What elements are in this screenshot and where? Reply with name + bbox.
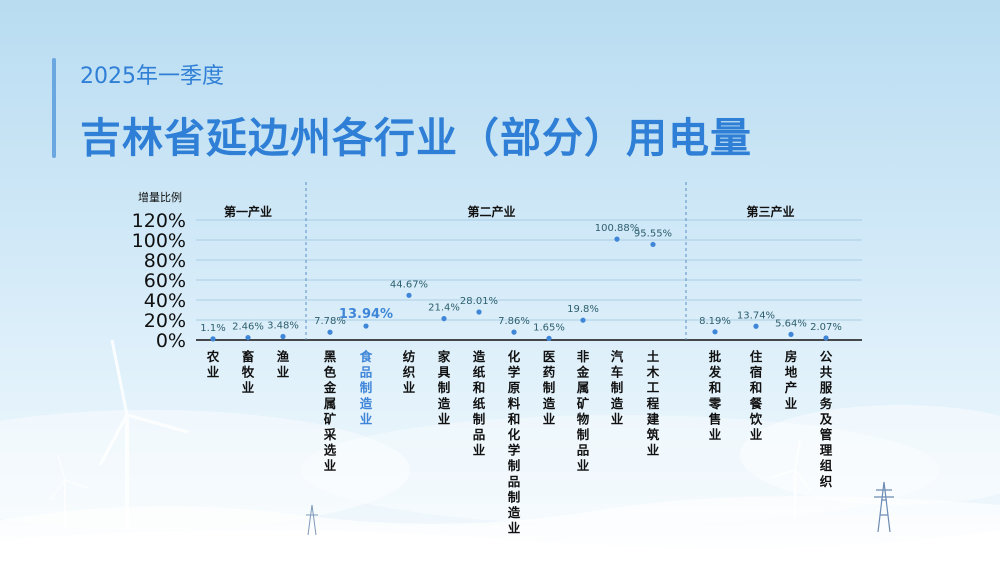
y-tick-label: 40% (144, 290, 186, 312)
data-label: 19.8% (567, 304, 599, 315)
x-tick-label: 渔业 (277, 349, 290, 380)
x-tick-label: 医药制造业 (543, 349, 556, 426)
data-point (476, 309, 482, 315)
y-tick-label: 20% (144, 310, 186, 332)
data-point (788, 331, 794, 337)
data-label: 2.46% (232, 322, 264, 333)
x-tick-label: 住宿和餐饮业 (749, 349, 763, 442)
data-point (327, 329, 333, 335)
x-tick-label: 造纸和纸制品业 (472, 349, 486, 458)
x-tick-label: 批发和零售业 (708, 349, 722, 442)
data-point (614, 236, 620, 242)
y-tick-label: 80% (144, 250, 186, 272)
data-point (245, 334, 251, 341)
wind-turbine-icon (98, 339, 189, 530)
data-point (546, 335, 552, 341)
x-tick-label: 家具制造业 (437, 349, 451, 426)
data-label: 13.94% (339, 307, 393, 322)
x-tick-label: 公共服务及管理组织 (820, 349, 833, 489)
x-tick-label: 房地产业 (785, 349, 798, 411)
x-tick-label: 黑色金属矿采选业 (323, 349, 337, 473)
y-tick-label: 0% (156, 330, 186, 352)
x-tick-label: 农业 (206, 349, 220, 380)
data-label: 44.67% (390, 279, 428, 290)
wind-turbine-icon (49, 454, 89, 528)
data-label: 1.65% (533, 322, 565, 333)
x-tick-label: 汽车制造业 (611, 349, 624, 426)
y-tick-label: 60% (144, 270, 186, 292)
x-tick-label: 化学原料和化学制品制造业 (507, 349, 521, 536)
group-label: 第三产业 (746, 204, 794, 219)
data-point (511, 329, 517, 335)
data-point (650, 241, 656, 248)
y-tick-label: 100% (132, 230, 186, 252)
data-point (823, 335, 829, 341)
data-point (753, 323, 759, 329)
pylon-icon (874, 481, 894, 533)
data-point (580, 317, 586, 323)
data-label: 95.55% (634, 228, 672, 239)
group-label: 第二产业 (467, 204, 515, 219)
x-tick-label: 土木工程建筑业 (646, 349, 660, 458)
data-label: 5.64% (775, 318, 807, 329)
data-point (712, 329, 718, 335)
data-label: 28.01% (460, 296, 498, 307)
x-tick-label: 畜牧业 (242, 349, 255, 395)
data-label: 100.88% (595, 223, 640, 234)
page-subtitle: 2025年一季度 (80, 64, 224, 89)
data-point (363, 323, 369, 329)
x-tick-label: 非金属矿物制品业 (576, 349, 590, 473)
data-label: 2.07% (810, 322, 842, 333)
group-label: 第一产业 (224, 204, 272, 219)
data-point (406, 292, 412, 298)
wind-turbine-icon (769, 439, 813, 520)
data-label: 7.86% (498, 316, 530, 327)
data-label: 7.78% (314, 316, 346, 327)
x-tick-label: 纺织业 (403, 349, 416, 395)
data-point (441, 316, 447, 322)
page-title: 吉林省延边州各行业（部分）用电量 (80, 114, 752, 162)
data-point (280, 333, 286, 340)
x-tick-label: 食品制造业 (359, 349, 373, 426)
data-label: 1.1% (200, 323, 225, 334)
pylon-icon (306, 504, 318, 536)
y-tick-label: 120% (132, 210, 186, 232)
y-axis-label: 增量比例 (138, 190, 182, 204)
data-label: 21.4% (428, 303, 460, 314)
data-label: 13.74% (737, 310, 775, 321)
accent-bar (52, 58, 56, 158)
data-label: 8.19% (699, 316, 731, 327)
data-label: 3.48% (267, 321, 299, 332)
data-point (210, 336, 216, 342)
